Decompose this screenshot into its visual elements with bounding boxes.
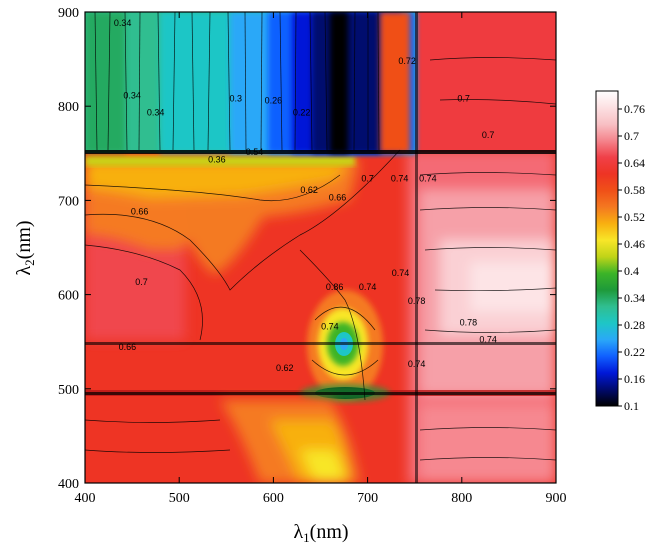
x-axis-title-sub: 1	[303, 530, 310, 545]
colorbar-tick-label: 0.1	[624, 399, 639, 413]
colorbar-tick-label: 0.64	[624, 156, 645, 170]
boundary-500	[85, 392, 556, 395]
y-axis: 400 500 600 700 800 900	[58, 6, 556, 492]
colorbar: 0.1 0.16 0.22 0.28 0.34 0.4 0.46 0.52 0.58 0.64 0.…	[595, 90, 645, 413]
colorbar-tick-label: 0.22	[624, 345, 645, 359]
contour-label: 0.34	[114, 18, 132, 28]
boundary-750	[85, 150, 556, 154]
contour-label: 0.62	[300, 185, 318, 195]
contour-label: 0.74	[391, 174, 409, 184]
colorbar-tick-label: 0.4	[624, 264, 639, 278]
field-upper-right	[410, 12, 556, 152]
colorbar-tick-label: 0.28	[624, 318, 645, 332]
contour-label: 0.72	[398, 56, 416, 66]
contour-label: 0.36	[208, 155, 226, 165]
contour-label: 0.7	[457, 93, 470, 103]
feature-lower-plume	[220, 400, 360, 483]
contour-label: 0.74	[392, 268, 410, 278]
field-pink-plateau	[408, 150, 556, 483]
field-transition	[85, 156, 355, 166]
boundary-755	[415, 12, 418, 483]
colorbar-tick-label: 0.7	[624, 129, 639, 143]
plot-frame	[84, 11, 557, 484]
contour-label: 0.34	[123, 91, 141, 101]
y-tick-label: 600	[58, 289, 79, 304]
colorbar-tick-label: 0.76	[624, 102, 645, 116]
x-axis-title-unit: (nm)	[310, 521, 349, 543]
y-axis-title: λ2(nm)	[13, 220, 37, 275]
contour-label: 0.7	[135, 277, 148, 287]
contour-label: 0.34	[147, 108, 165, 118]
y-axis-title-main: λ	[13, 266, 35, 276]
field-strip	[380, 12, 410, 153]
contour-label: 0.22	[293, 108, 311, 118]
contour-label: 0.62	[276, 363, 294, 373]
colorbar-tick-label: 0.52	[624, 210, 645, 224]
contour-label: 0.78	[460, 318, 478, 328]
boundary-550	[85, 342, 556, 345]
contour-label: 0.74	[408, 359, 426, 369]
x-axis-title-main: λ	[293, 521, 303, 543]
contour-label: 0.66	[119, 342, 137, 352]
colorbar-tick-label: 0.16	[624, 372, 645, 386]
x-tick-label: 600	[263, 491, 284, 506]
y-tick-label: 500	[58, 383, 79, 398]
y-axis-title-sub: 2	[22, 259, 37, 266]
contour-label: 0.26	[265, 95, 283, 105]
colorbar-gradient	[595, 90, 619, 407]
y-tick-label: 700	[58, 194, 79, 209]
x-axis-title: λ1(nm)	[293, 521, 348, 545]
contour-label: 0.7	[482, 130, 495, 140]
contour-label: 0.74	[359, 282, 377, 292]
contour-label: 0.86	[326, 282, 344, 292]
x-axis: 400 500 600 700 800 900	[75, 12, 567, 506]
contour-label: 0.54	[246, 147, 264, 157]
contour-lines	[85, 12, 556, 461]
x-tick-label: 700	[357, 491, 378, 506]
x-tick-label: 400	[75, 491, 96, 506]
contour-labels: 0.34 0.34 0.34 0.3 0.26 0.22 0.36 0.54 0.62 0.66 0…	[114, 18, 497, 373]
field-upper-left	[85, 12, 415, 153]
y-axis-title-unit: (nm)	[13, 220, 35, 259]
colorbar-tick-label: 0.46	[624, 237, 645, 251]
x-tick-label: 900	[546, 491, 567, 506]
contour-label: 0.74	[419, 174, 437, 184]
colorbar-tick-label: 0.58	[624, 183, 645, 197]
contour-label: 0.74	[479, 335, 497, 345]
x-tick-label: 800	[451, 491, 472, 506]
contour-label: 0.7	[361, 174, 374, 184]
contour-label: 0.66	[131, 207, 149, 217]
contour-label: 0.3	[229, 93, 242, 103]
y-tick-label: 800	[58, 100, 79, 115]
colorbar-tick-label: 0.34	[624, 291, 645, 305]
contour-label: 0.78	[408, 296, 426, 306]
x-tick-label: 500	[169, 491, 190, 506]
plot-area	[85, 12, 556, 483]
y-tick-label: 400	[58, 477, 79, 492]
colorbar-ticks: 0.1 0.16 0.22 0.28 0.34 0.4 0.46 0.52 0.58 0.64 0.…	[618, 102, 645, 413]
y-tick-label: 900	[58, 6, 79, 21]
contour-label: 0.74	[321, 321, 339, 331]
contour-label: 0.66	[329, 192, 347, 202]
